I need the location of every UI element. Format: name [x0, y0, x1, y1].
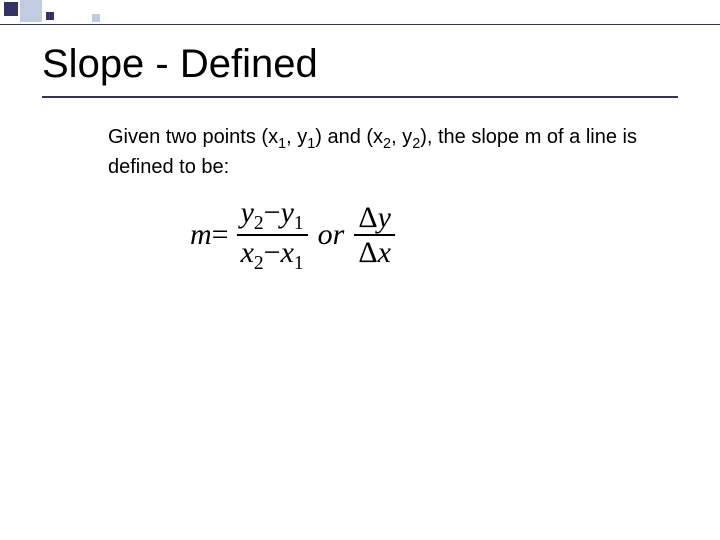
subscript: 2 [412, 136, 420, 152]
top-divider [0, 24, 720, 25]
formula-or: or [318, 218, 345, 252]
fraction-delta: Δy Δx [354, 201, 395, 269]
slope-formula: m= y2−y1 x2−x1 or Δy Δx [190, 196, 399, 274]
body-paragraph: Given two points (x1, y1) and (x2, y2), … [108, 124, 638, 180]
body-text-part: , y [391, 126, 412, 148]
subscript: 2 [383, 136, 391, 152]
formula-lhs: m= [190, 218, 229, 252]
title-underline [42, 96, 678, 98]
body-text-part: ) and (x [315, 126, 383, 148]
subscript: 1 [278, 136, 286, 152]
fraction-rise-over-run: y2−y1 x2−x1 [237, 196, 308, 274]
corner-decoration [0, 0, 140, 26]
body-text-part: Given two points (x [108, 126, 278, 148]
body-text-part: , y [286, 126, 307, 148]
slide-title: Slope - Defined [42, 42, 318, 87]
